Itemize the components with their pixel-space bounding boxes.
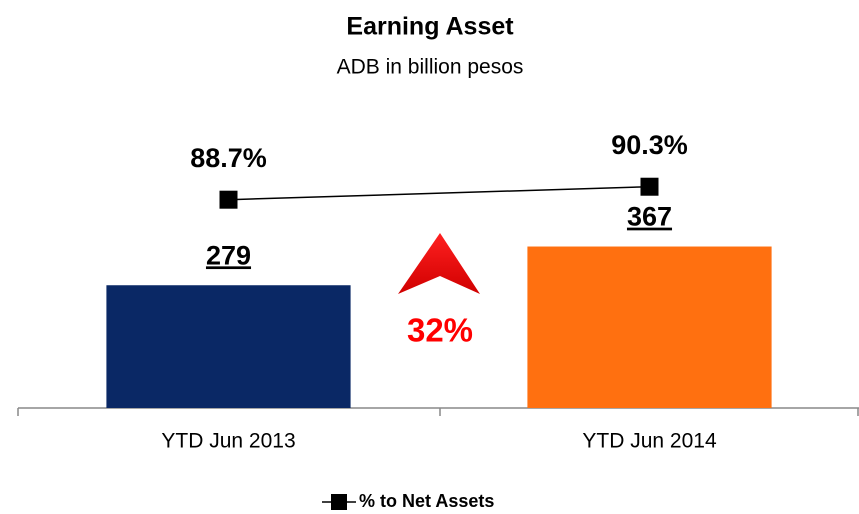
bar-value-label: 279	[206, 240, 251, 270]
growth-arrow	[398, 233, 480, 294]
legend-label: % to Net Assets	[359, 491, 494, 511]
x-tick-label: YTD Jun 2013	[161, 430, 295, 453]
line-marker	[640, 177, 659, 196]
legend-marker	[331, 494, 347, 510]
chart-subtitle: ADB in billion pesos	[337, 56, 524, 79]
chart-title: Earning Asset	[346, 13, 514, 41]
annotation: 32%	[407, 312, 473, 349]
line-marker	[219, 190, 238, 209]
line	[228, 185, 650, 201]
x-tick-label: YTD Jun 2014	[582, 430, 717, 453]
bar	[527, 246, 772, 408]
bar-value-label: 367	[627, 202, 672, 232]
line-value-label: 90.3%	[611, 130, 688, 160]
bar	[106, 285, 351, 408]
line-value-label: 88.7%	[190, 143, 267, 173]
